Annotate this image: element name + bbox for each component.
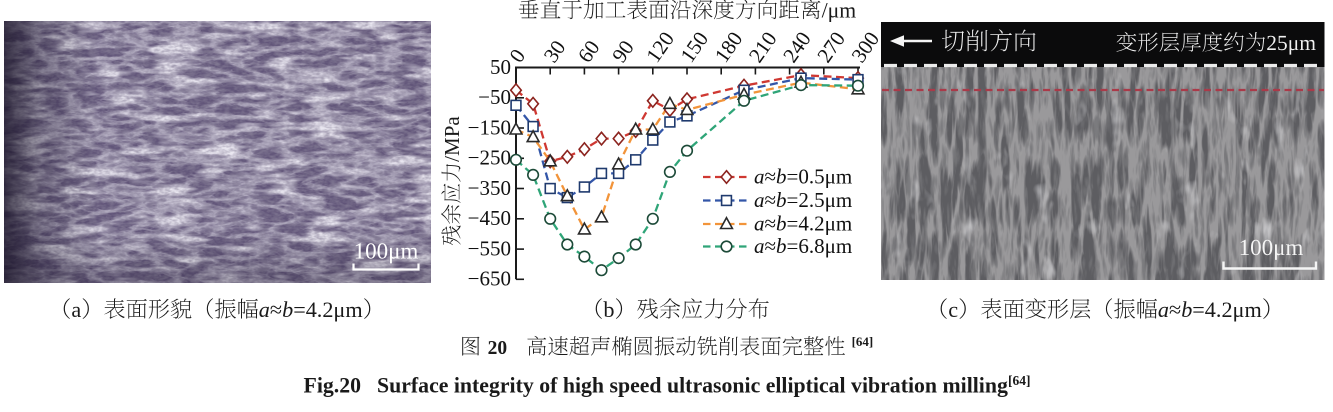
svg-text:Surface integrity of high spee: Surface integrity of high speed ultrason… [377, 374, 1008, 398]
svg-text:=4.2μm: =4.2μm [1192, 297, 1261, 322]
svg-text:b: b [1181, 297, 1192, 322]
svg-text:−650: −650 [468, 267, 511, 291]
svg-text:a≈b=4.2μm: a≈b=4.2μm [754, 212, 852, 236]
svg-text:120: 120 [641, 27, 679, 67]
svg-text:/μm: /μm [822, 0, 857, 23]
svg-text:−350: −350 [468, 176, 511, 200]
svg-text:a: a [259, 297, 270, 322]
svg-text:[64]: [64] [1008, 373, 1031, 388]
svg-text:90: 90 [607, 36, 639, 67]
svg-text:a: a [71, 297, 81, 322]
svg-text:150: 150 [675, 27, 713, 67]
svg-text:−50: −50 [478, 85, 511, 109]
svg-text:a≈b=0.5μm: a≈b=0.5μm [754, 165, 852, 189]
svg-text:180: 180 [710, 27, 748, 67]
svg-text:−450: −450 [468, 206, 511, 230]
svg-text:−150: −150 [468, 115, 511, 139]
svg-text:c: c [948, 297, 958, 322]
svg-text:20: 20 [488, 338, 508, 359]
svg-text:−550: −550 [468, 237, 511, 261]
svg-text:210: 210 [744, 27, 782, 67]
svg-text:30: 30 [539, 36, 571, 67]
svg-text:a≈b=2.5μm: a≈b=2.5μm [754, 188, 852, 212]
svg-text:b: b [282, 297, 293, 322]
svg-text:≈: ≈ [1169, 297, 1181, 322]
svg-text:[64]: [64] [852, 334, 874, 349]
svg-text:50: 50 [490, 55, 511, 79]
svg-text:≈: ≈ [270, 297, 282, 322]
svg-text:a: a [1158, 297, 1169, 322]
svg-text:−250: −250 [468, 146, 511, 170]
svg-text:/MPa: /MPa [440, 116, 464, 162]
svg-text:300: 300 [846, 27, 884, 67]
svg-text:240: 240 [778, 27, 816, 67]
svg-text:270: 270 [812, 27, 850, 67]
svg-text:a≈b=6.8μm: a≈b=6.8μm [754, 234, 852, 258]
svg-text:60: 60 [573, 36, 605, 67]
svg-text:=4.2μm: =4.2μm [293, 297, 362, 322]
svg-text:b: b [603, 297, 614, 322]
svg-text:Fig.20: Fig.20 [304, 374, 362, 398]
